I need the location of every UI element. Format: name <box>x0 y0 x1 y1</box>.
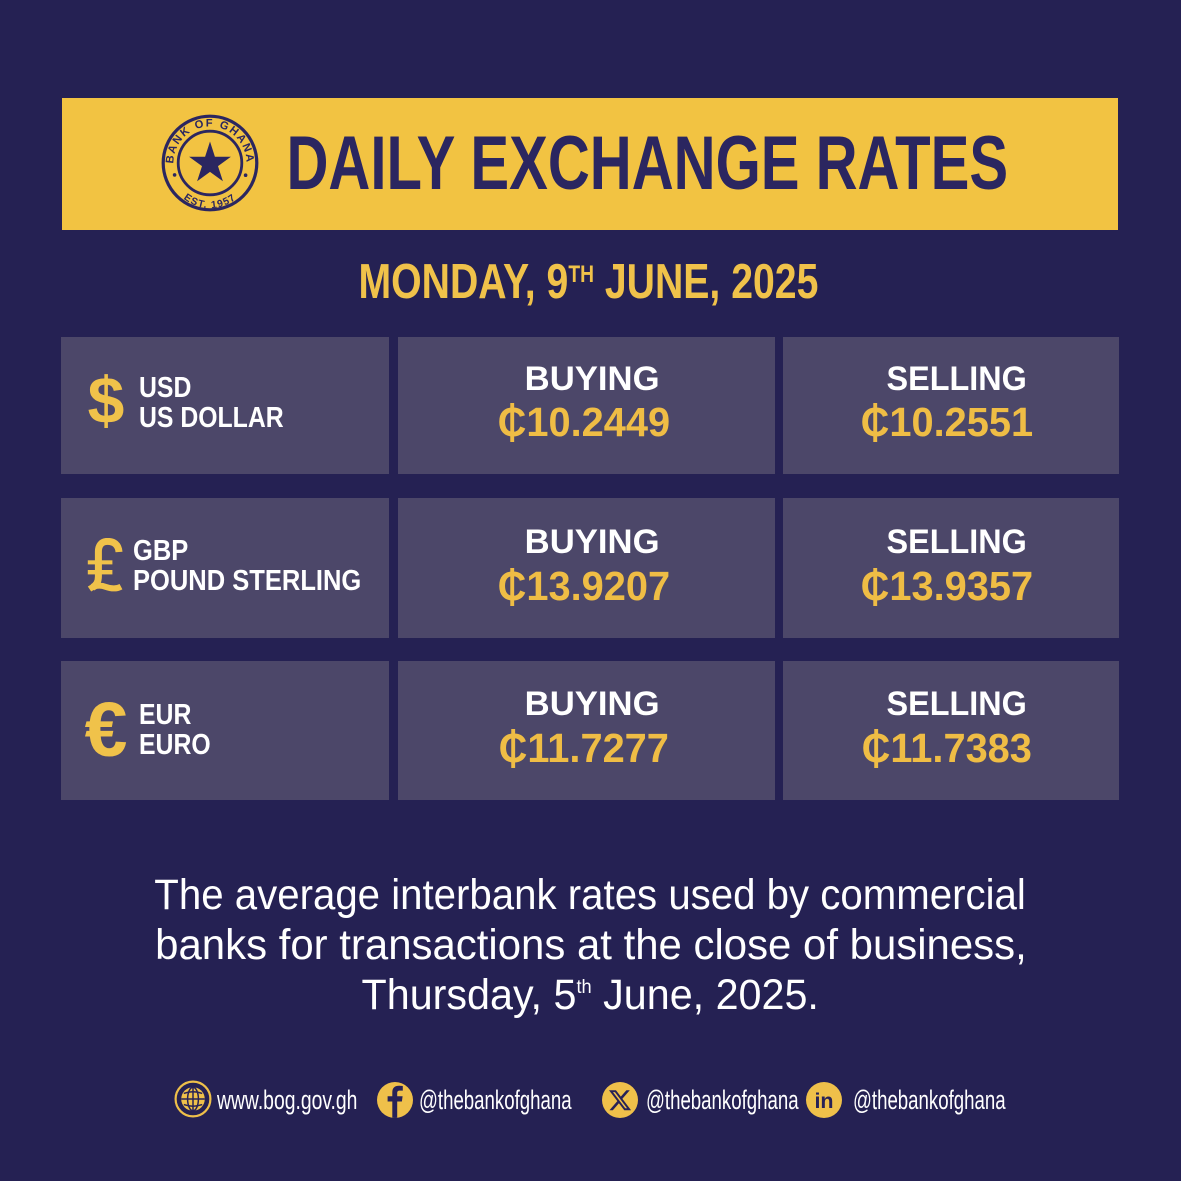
svg-text:in: in <box>814 1089 833 1113</box>
